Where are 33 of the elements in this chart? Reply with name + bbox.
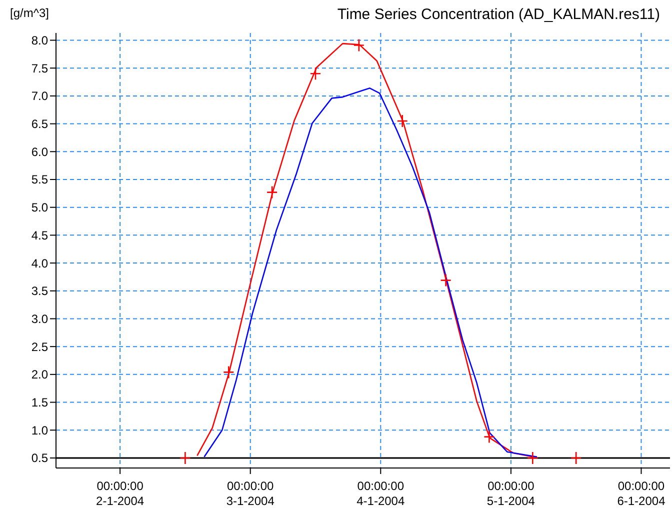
y-tick-label: 2.0 (31, 368, 48, 382)
x-tick-label: 00:00:00 5-1-2004 (486, 479, 536, 508)
chart-title: Time Series Concentration (AD_KALMAN.res11) (337, 6, 660, 23)
point (222, 366, 234, 379)
y-tick-label: 3.0 (31, 312, 48, 326)
point (570, 451, 582, 465)
y-tick-label: 7.0 (31, 89, 48, 104)
point (353, 38, 365, 52)
y-tick-label: 3.5 (31, 284, 48, 298)
point (180, 451, 191, 465)
point (310, 67, 322, 80)
point (266, 186, 278, 199)
point (484, 430, 495, 444)
y-tick-label: 6.5 (31, 117, 48, 132)
y-tick-label: 4.5 (31, 228, 48, 242)
y-tick-label: 0.5 (31, 451, 48, 466)
x-tick-label: 00:00:00 2-1-2004 (96, 479, 144, 508)
y-tick-label: 6.0 (31, 144, 48, 159)
y-tick-label: 4.0 (31, 256, 48, 270)
y-tick-label: 1.5 (31, 396, 48, 410)
y-tick-label: 5.5 (31, 172, 48, 187)
y-tick-label: 2.5 (31, 340, 48, 354)
x-tick-label: 00:00:00 3-1-2004 (226, 479, 275, 508)
x-tick-label: 00:00:00 6-1-2004 (617, 479, 666, 508)
y-axis-title: [g/m^3] (10, 6, 49, 20)
y-tick-label: 8.0 (31, 34, 48, 48)
y-tick-label: 7.5 (31, 61, 48, 76)
y-tick-label: 1.0 (31, 423, 48, 438)
x-tick-label: 00:00:00 4-1-2004 (356, 479, 405, 508)
point (440, 274, 452, 287)
point (396, 114, 408, 128)
point (527, 451, 538, 465)
y-tick-label: 5.0 (31, 200, 48, 215)
